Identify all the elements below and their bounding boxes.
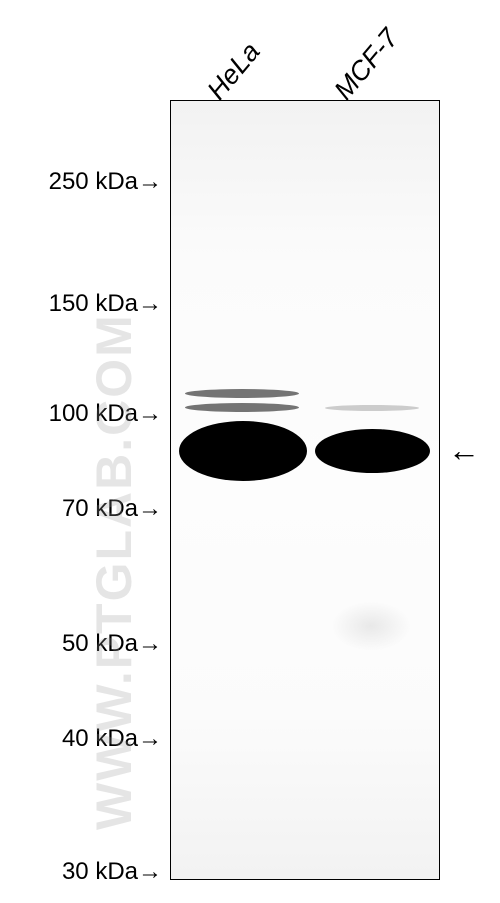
marker-250: 250 kDa→ — [22, 168, 162, 196]
band-faint-hela-2 — [185, 403, 299, 412]
band-main-hela — [179, 421, 307, 481]
figure-container: HeLa MCF-7 250 kDa→ 150 kDa→ 100 kDa→ 70… — [0, 0, 500, 903]
marker-50: 50 kDa→ — [36, 630, 162, 658]
marker-40: 40 kDa→ — [36, 725, 162, 753]
target-arrow-icon: ← — [448, 432, 480, 469]
band-faint-hela-1 — [185, 389, 299, 398]
marker-100: 100 kDa→ — [22, 400, 162, 428]
lane-label-hela: HeLa — [201, 37, 266, 106]
marker-30: 30 kDa→ — [36, 858, 162, 886]
blot-background — [171, 101, 439, 879]
band-main-mcf7 — [315, 429, 430, 473]
marker-150: 150 kDa→ — [22, 290, 162, 318]
blot-membrane — [170, 100, 440, 880]
lane-label-mcf7: MCF-7 — [328, 23, 405, 106]
marker-70: 70 kDa→ — [36, 495, 162, 523]
band-faint-mcf7-1 — [325, 405, 419, 411]
smudge-1 — [331, 601, 411, 651]
